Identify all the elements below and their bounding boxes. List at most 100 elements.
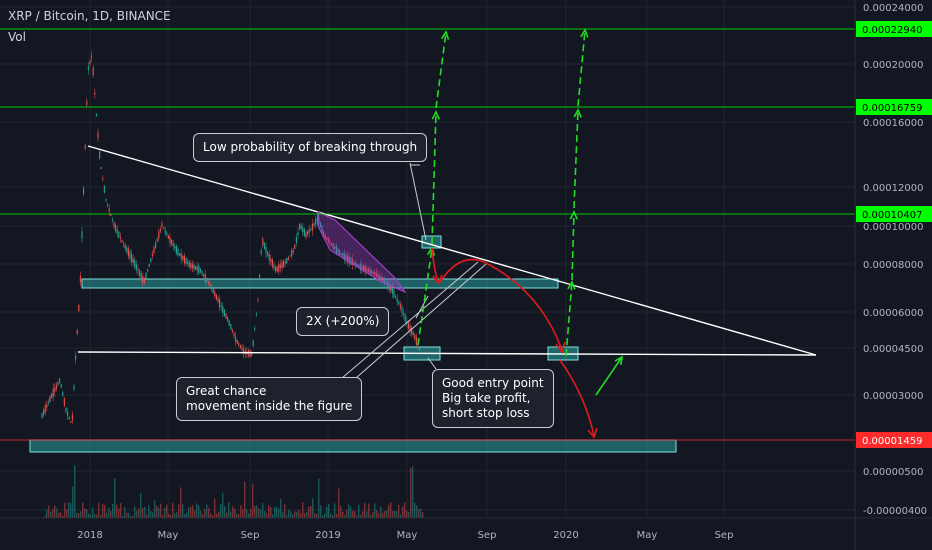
- volume-bar: [140, 492, 142, 518]
- volume-bar: [250, 509, 252, 518]
- time-axis[interactable]: 2018 May Sep 2019 May Sep 2020 May Sep: [0, 517, 932, 541]
- candle: [193, 264, 195, 270]
- candle: [81, 231, 83, 239]
- candle: [179, 253, 181, 256]
- candle: [396, 298, 398, 302]
- candle: [206, 277, 208, 283]
- candle: [132, 258, 134, 263]
- arrow-down-stoploss-head: [587, 427, 598, 439]
- price-axis[interactable]: 0.00024000 0.00020000 0.00016000 0.00012000…: [854, 0, 927, 550]
- volume-bar: [216, 513, 218, 518]
- candle: [311, 223, 313, 231]
- candle: [399, 304, 401, 308]
- volume-bar: [286, 515, 288, 518]
- candle: [356, 264, 358, 266]
- volume-bar: [236, 513, 238, 518]
- volume-bar: [228, 502, 230, 518]
- candle: [71, 414, 73, 421]
- candle: [142, 276, 144, 284]
- volume-bar: [194, 510, 196, 518]
- volume-bar: [336, 513, 338, 518]
- candle: [283, 260, 285, 268]
- candle: [230, 324, 232, 330]
- candle: [139, 270, 141, 276]
- volume-bar: [350, 506, 352, 518]
- candle: [305, 232, 307, 238]
- volume-bar: [176, 512, 178, 518]
- price-candles: [41, 50, 421, 424]
- candle: [300, 225, 302, 229]
- volume-bar: [362, 511, 364, 518]
- volume-bar: [46, 509, 48, 518]
- volume-bar: [364, 502, 366, 518]
- support-zones: [29, 235, 677, 453]
- volume-bar: [78, 512, 80, 518]
- candle: [185, 258, 187, 264]
- volume-bar: [214, 498, 216, 518]
- volume-bar: [202, 514, 204, 518]
- volume-bar: [62, 515, 64, 518]
- candle: [191, 264, 193, 269]
- time-tick-label: Sep: [478, 530, 497, 541]
- volume-bar: [224, 506, 226, 518]
- volume-bar: [388, 504, 390, 518]
- candle: [278, 263, 280, 272]
- candle: [263, 242, 265, 250]
- candle: [105, 199, 107, 201]
- volume-bar: [190, 506, 192, 518]
- candle: [241, 347, 243, 351]
- candle: [150, 257, 152, 263]
- time-tick-label: May: [637, 530, 658, 541]
- volume-bar: [226, 512, 228, 518]
- candle: [203, 274, 205, 277]
- volume-bar: [178, 504, 180, 518]
- volume-bar: [220, 504, 222, 518]
- volume-bar: [392, 510, 394, 518]
- arrow-up-retest: [565, 281, 573, 357]
- volume-bar: [98, 502, 100, 518]
- candle: [51, 393, 53, 399]
- volume-bar: [150, 511, 152, 518]
- candle: [41, 413, 43, 419]
- volume-bar: [244, 481, 246, 518]
- volume-bar: [138, 508, 140, 518]
- volume-indicator-label[interactable]: Vol: [8, 30, 26, 44]
- candle: [308, 229, 310, 233]
- volume-bar: [256, 505, 258, 518]
- candle: [124, 245, 126, 249]
- descending-trendline: [87, 145, 817, 356]
- candle: [164, 228, 166, 234]
- volume-bar: [180, 487, 182, 518]
- volume-bar: [88, 513, 90, 518]
- middle-zone: [81, 278, 559, 289]
- candle: [297, 231, 299, 235]
- volume-bar: [200, 510, 202, 518]
- candle: [156, 238, 158, 242]
- volume-bar: [188, 507, 190, 518]
- volume-bar: [54, 505, 56, 518]
- candle: [411, 327, 413, 335]
- volume-bar: [134, 506, 136, 518]
- candle: [75, 355, 77, 360]
- volume-bar: [162, 514, 164, 518]
- volume-bar: [374, 503, 376, 518]
- candle: [334, 247, 336, 249]
- candle: [342, 252, 344, 259]
- candle: [161, 223, 163, 227]
- candle: [100, 166, 102, 170]
- volume-bar: [94, 514, 96, 518]
- volume-bar: [394, 511, 396, 518]
- volume-bar: [406, 510, 408, 518]
- candle: [131, 254, 133, 262]
- price-level-tag-text: 0.00001459: [862, 436, 922, 447]
- volume-bar: [302, 502, 304, 518]
- volume-bar: [48, 505, 50, 518]
- volume-bar: [400, 514, 402, 518]
- volume-bar: [368, 503, 370, 518]
- candle: [395, 296, 397, 298]
- candle: [398, 301, 400, 305]
- volume-bar: [160, 503, 162, 518]
- volume-bar: [404, 502, 406, 518]
- volume-bar: [326, 506, 328, 518]
- volume-bar: [270, 507, 272, 518]
